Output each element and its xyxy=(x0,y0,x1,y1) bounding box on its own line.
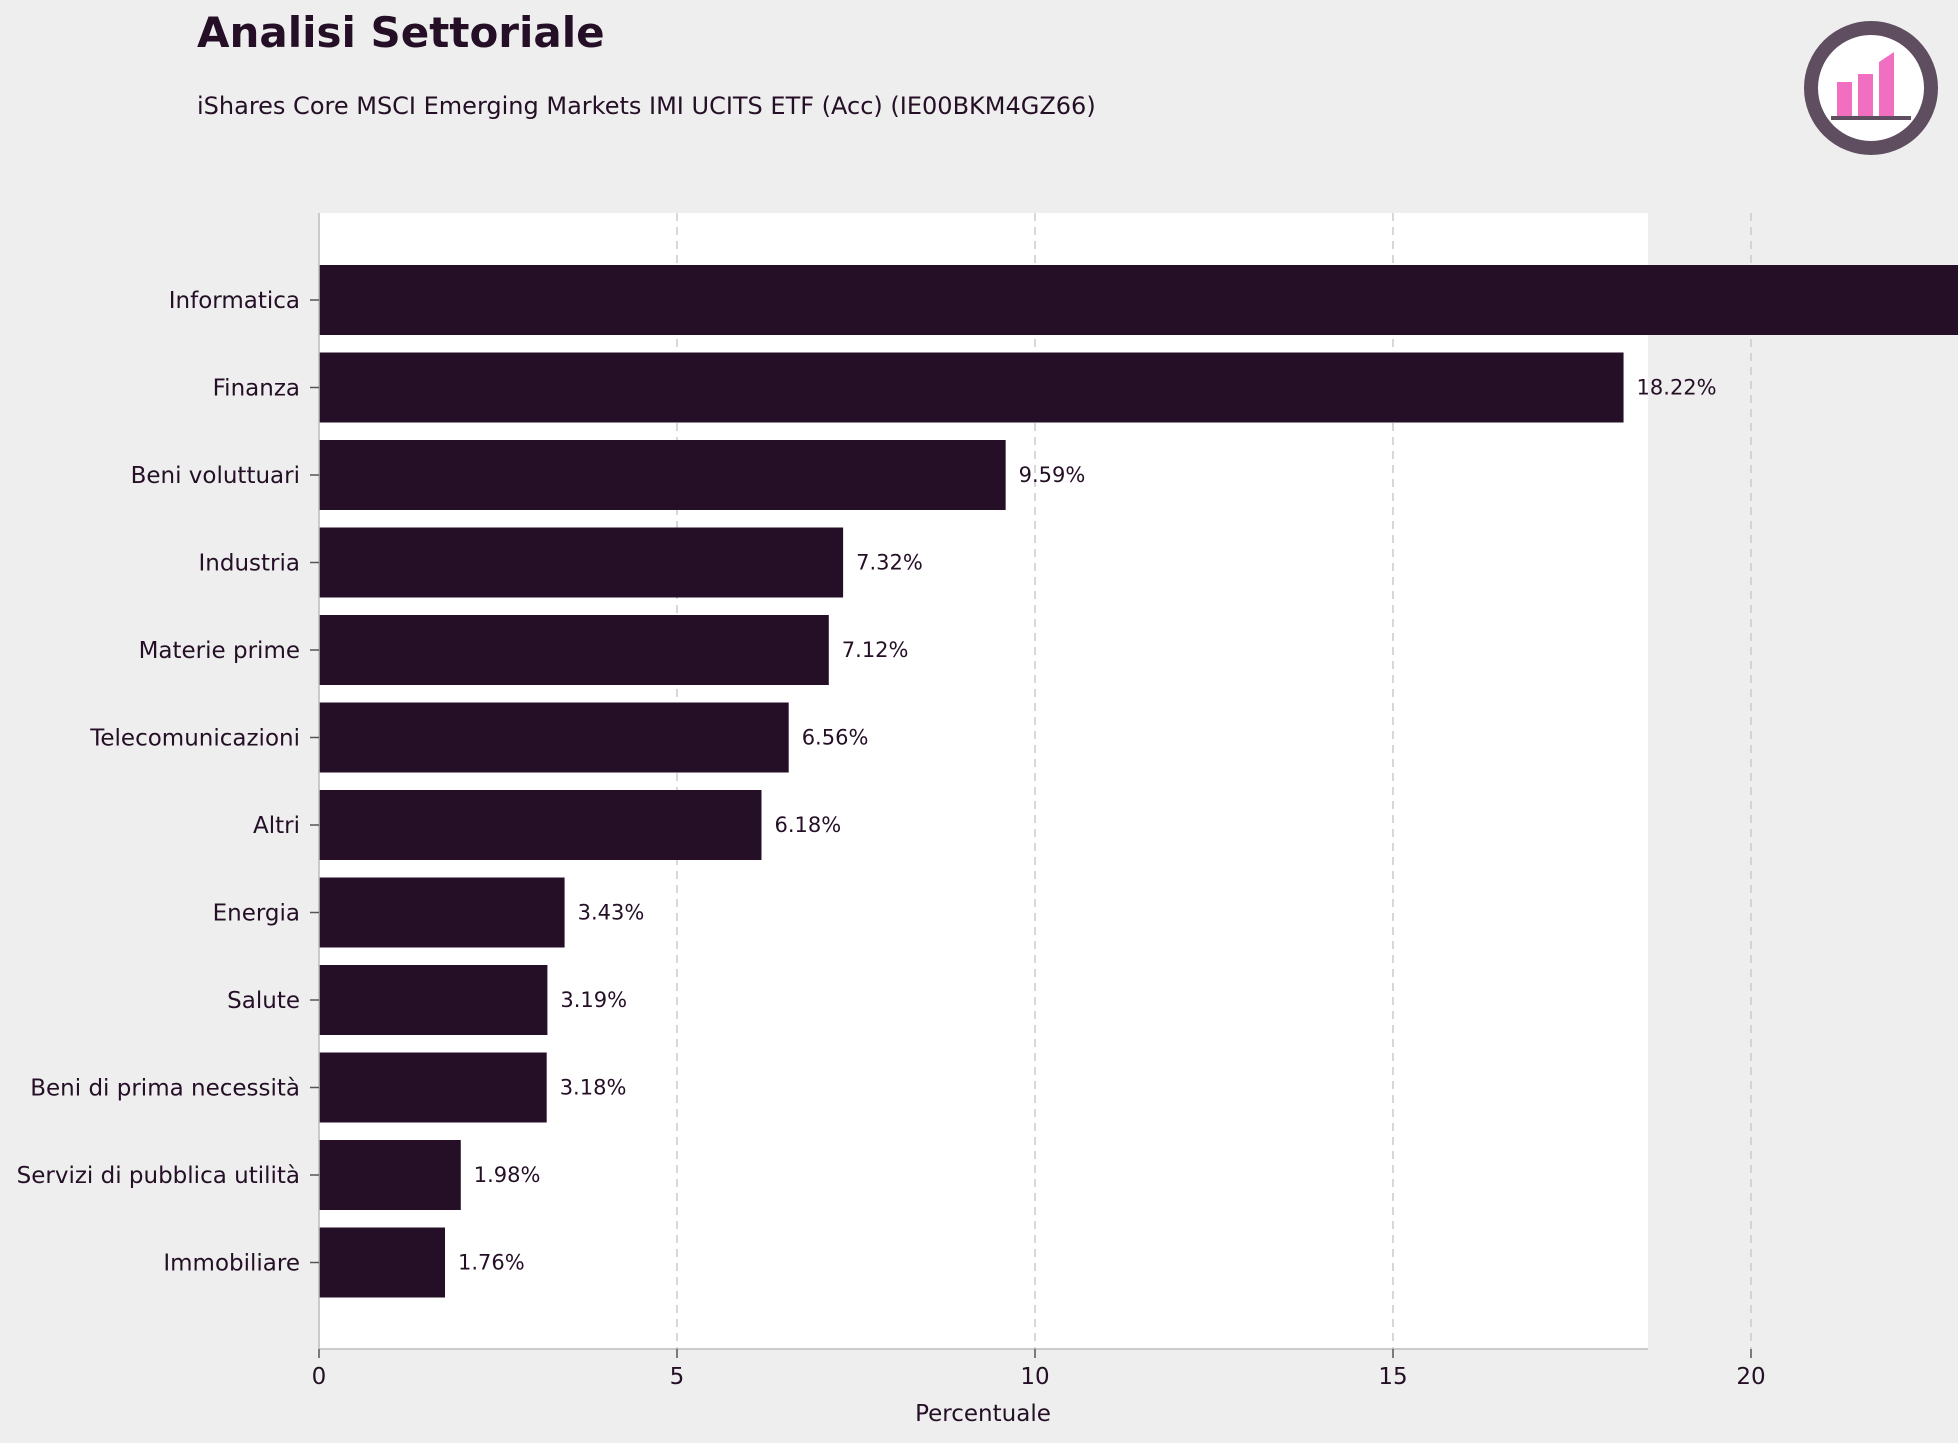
value-label: 1.98% xyxy=(474,1163,541,1187)
bar xyxy=(319,440,1006,510)
bar-chart-logo-icon xyxy=(1804,21,1938,155)
value-label: 3.43% xyxy=(578,901,645,925)
category-label: Informatica xyxy=(169,288,300,314)
x-tick-label: 15 xyxy=(1378,1364,1407,1390)
value-label: 1.76% xyxy=(458,1251,525,1275)
value-label: 6.18% xyxy=(774,813,841,837)
bar xyxy=(319,265,1958,335)
category-label: Industria xyxy=(199,551,300,577)
bar xyxy=(319,877,565,948)
x-axis-ticks: 05101520253035 xyxy=(312,1349,1766,1390)
category-label: Salute xyxy=(227,988,300,1014)
value-label: 7.12% xyxy=(842,638,909,662)
data-labels: 31.48%18.22%9.59%7.32%7.12%6.56%6.18%3.4… xyxy=(458,376,1717,1275)
value-label: 3.19% xyxy=(560,988,627,1012)
value-label: 3.18% xyxy=(560,1076,627,1100)
bar xyxy=(319,352,1624,423)
bar xyxy=(319,790,762,860)
bar xyxy=(319,702,789,773)
value-label: 18.22% xyxy=(1637,376,1717,400)
category-label: Beni di prima necessità xyxy=(30,1076,300,1102)
category-label: Beni voluttuari xyxy=(131,463,300,489)
category-label: Telecomunicazioni xyxy=(89,726,300,752)
y-axis-categories: Informatica Finanza Beni voluttuari Industr… xyxy=(17,288,319,1277)
value-label: 7.32% xyxy=(856,551,923,575)
category-label: Finanza xyxy=(213,376,300,402)
x-tick-label: 10 xyxy=(1020,1364,1049,1390)
bar xyxy=(319,965,548,1035)
x-axis-title: Percentuale xyxy=(915,1401,1051,1427)
value-label: 9.59% xyxy=(1019,463,1086,487)
bar xyxy=(319,1052,547,1123)
bar xyxy=(319,1140,461,1210)
bar xyxy=(319,1227,446,1298)
bar xyxy=(319,527,844,598)
bars xyxy=(319,265,1958,1298)
x-tick-label: 5 xyxy=(670,1364,685,1390)
x-tick-label: 20 xyxy=(1736,1364,1765,1390)
x-tick-label: 0 xyxy=(312,1364,327,1390)
chart-subtitle: iShares Core MSCI Emerging Markets IMI U… xyxy=(197,92,1096,120)
chart-title: Analisi Settoriale xyxy=(197,8,605,57)
category-label: Servizi di pubblica utilità xyxy=(17,1163,300,1189)
bar xyxy=(319,615,829,685)
value-label: 6.56% xyxy=(802,726,869,750)
category-label: Altri xyxy=(253,813,300,839)
category-label: Materie prime xyxy=(139,638,300,664)
category-label: Immobiliare xyxy=(163,1251,300,1277)
category-label: Energia xyxy=(213,901,300,927)
